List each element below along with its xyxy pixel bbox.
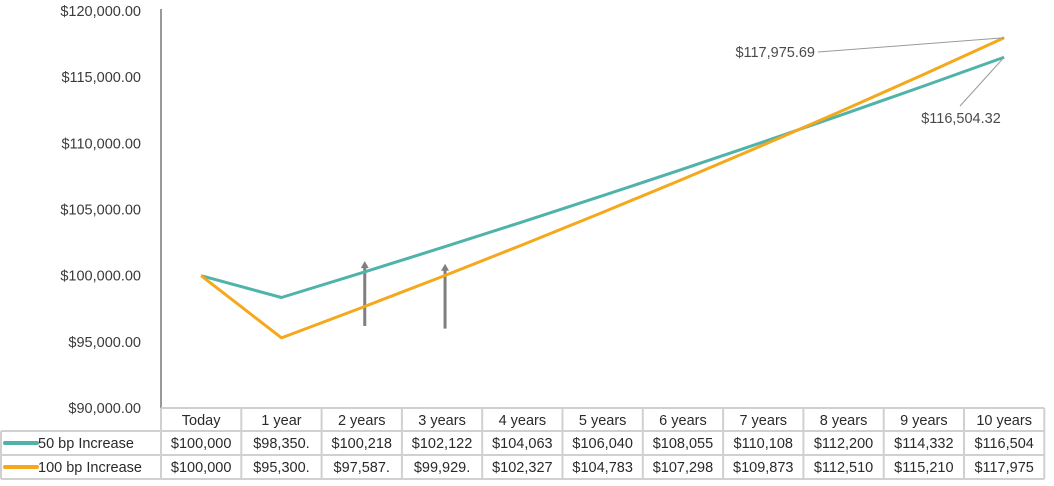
y-tick-label: $100,000.00	[60, 269, 141, 285]
table-cell: $95,300.	[253, 460, 309, 476]
series-line-1	[200, 55, 1005, 300]
data-table: Today 1 year 2 years 3 years 4 years 5 years 6…	[0, 407, 1046, 480]
x-category-label: 5 years	[579, 413, 627, 429]
table-cell: $97,587.	[334, 460, 390, 476]
table-cell: $100,218	[332, 436, 392, 452]
table-cell: $108,055	[653, 436, 713, 452]
x-category-label: 6 years	[659, 413, 707, 429]
table-cell: $104,783	[572, 460, 632, 476]
table-cell: $104,063	[492, 436, 552, 452]
table-cell: $100,000	[171, 460, 231, 476]
table-cell: $115,210	[894, 460, 953, 476]
series-line-2	[200, 36, 1005, 340]
table-cell: $112,510	[814, 460, 873, 476]
table-cell: $117,975	[974, 460, 1033, 476]
x-category-label: Today	[182, 413, 221, 429]
table-cell: $100,000	[171, 436, 231, 452]
y-tick-label: $120,000.00	[60, 4, 141, 20]
legend-entry: 100 bp Increase	[38, 460, 142, 476]
x-category-label: 1 year	[261, 413, 301, 429]
table-cell: $112,200	[814, 436, 873, 452]
y-tick-label: $110,000.00	[61, 136, 141, 152]
table-cell: $106,040	[572, 436, 632, 452]
y-tick-label: $105,000.00	[60, 203, 141, 219]
table-cell: $109,873	[733, 460, 793, 476]
table-cell: $102,122	[412, 436, 472, 452]
data-label-annotations: $117,975.69 $116,504.32	[735, 37, 1005, 127]
table-cell: $99,929.	[414, 460, 470, 476]
x-category-label: 9 years	[900, 413, 948, 429]
table-cell: $107,298	[653, 460, 713, 476]
table-cell: $102,327	[492, 460, 552, 476]
series-lines	[200, 36, 1005, 340]
x-category-label: 4 years	[499, 413, 547, 429]
data-label: $116,504.32	[921, 111, 1001, 127]
table-cell: $98,350.	[253, 436, 309, 452]
y-axis: $90,000.00 $95,000.00 $100,000.00 $105,000.…	[60, 4, 162, 417]
leader-line	[959, 56, 1005, 107]
y-tick-label: $95,000.00	[68, 335, 141, 351]
y-tick-label: $115,000.00	[61, 70, 141, 86]
x-category-label: 8 years	[820, 413, 868, 429]
arrow-head	[441, 263, 450, 271]
data-label: $117,975.69	[735, 45, 815, 61]
x-category-label: 3 years	[418, 413, 466, 429]
arrow-annotations	[360, 261, 450, 329]
legend-entry: 50 bp Increase	[38, 436, 134, 452]
leader-line	[817, 37, 1005, 53]
table-cell: $116,504	[974, 436, 1033, 452]
x-category-label: 2 years	[338, 413, 386, 429]
arrow-head	[360, 261, 369, 269]
y-tick-label: $90,000.00	[68, 401, 141, 417]
table-cell: $114,332	[894, 436, 953, 452]
x-category-label: 7 years	[739, 413, 787, 429]
table-cell: $110,108	[734, 436, 793, 452]
x-category-label: 10 years	[976, 413, 1032, 429]
